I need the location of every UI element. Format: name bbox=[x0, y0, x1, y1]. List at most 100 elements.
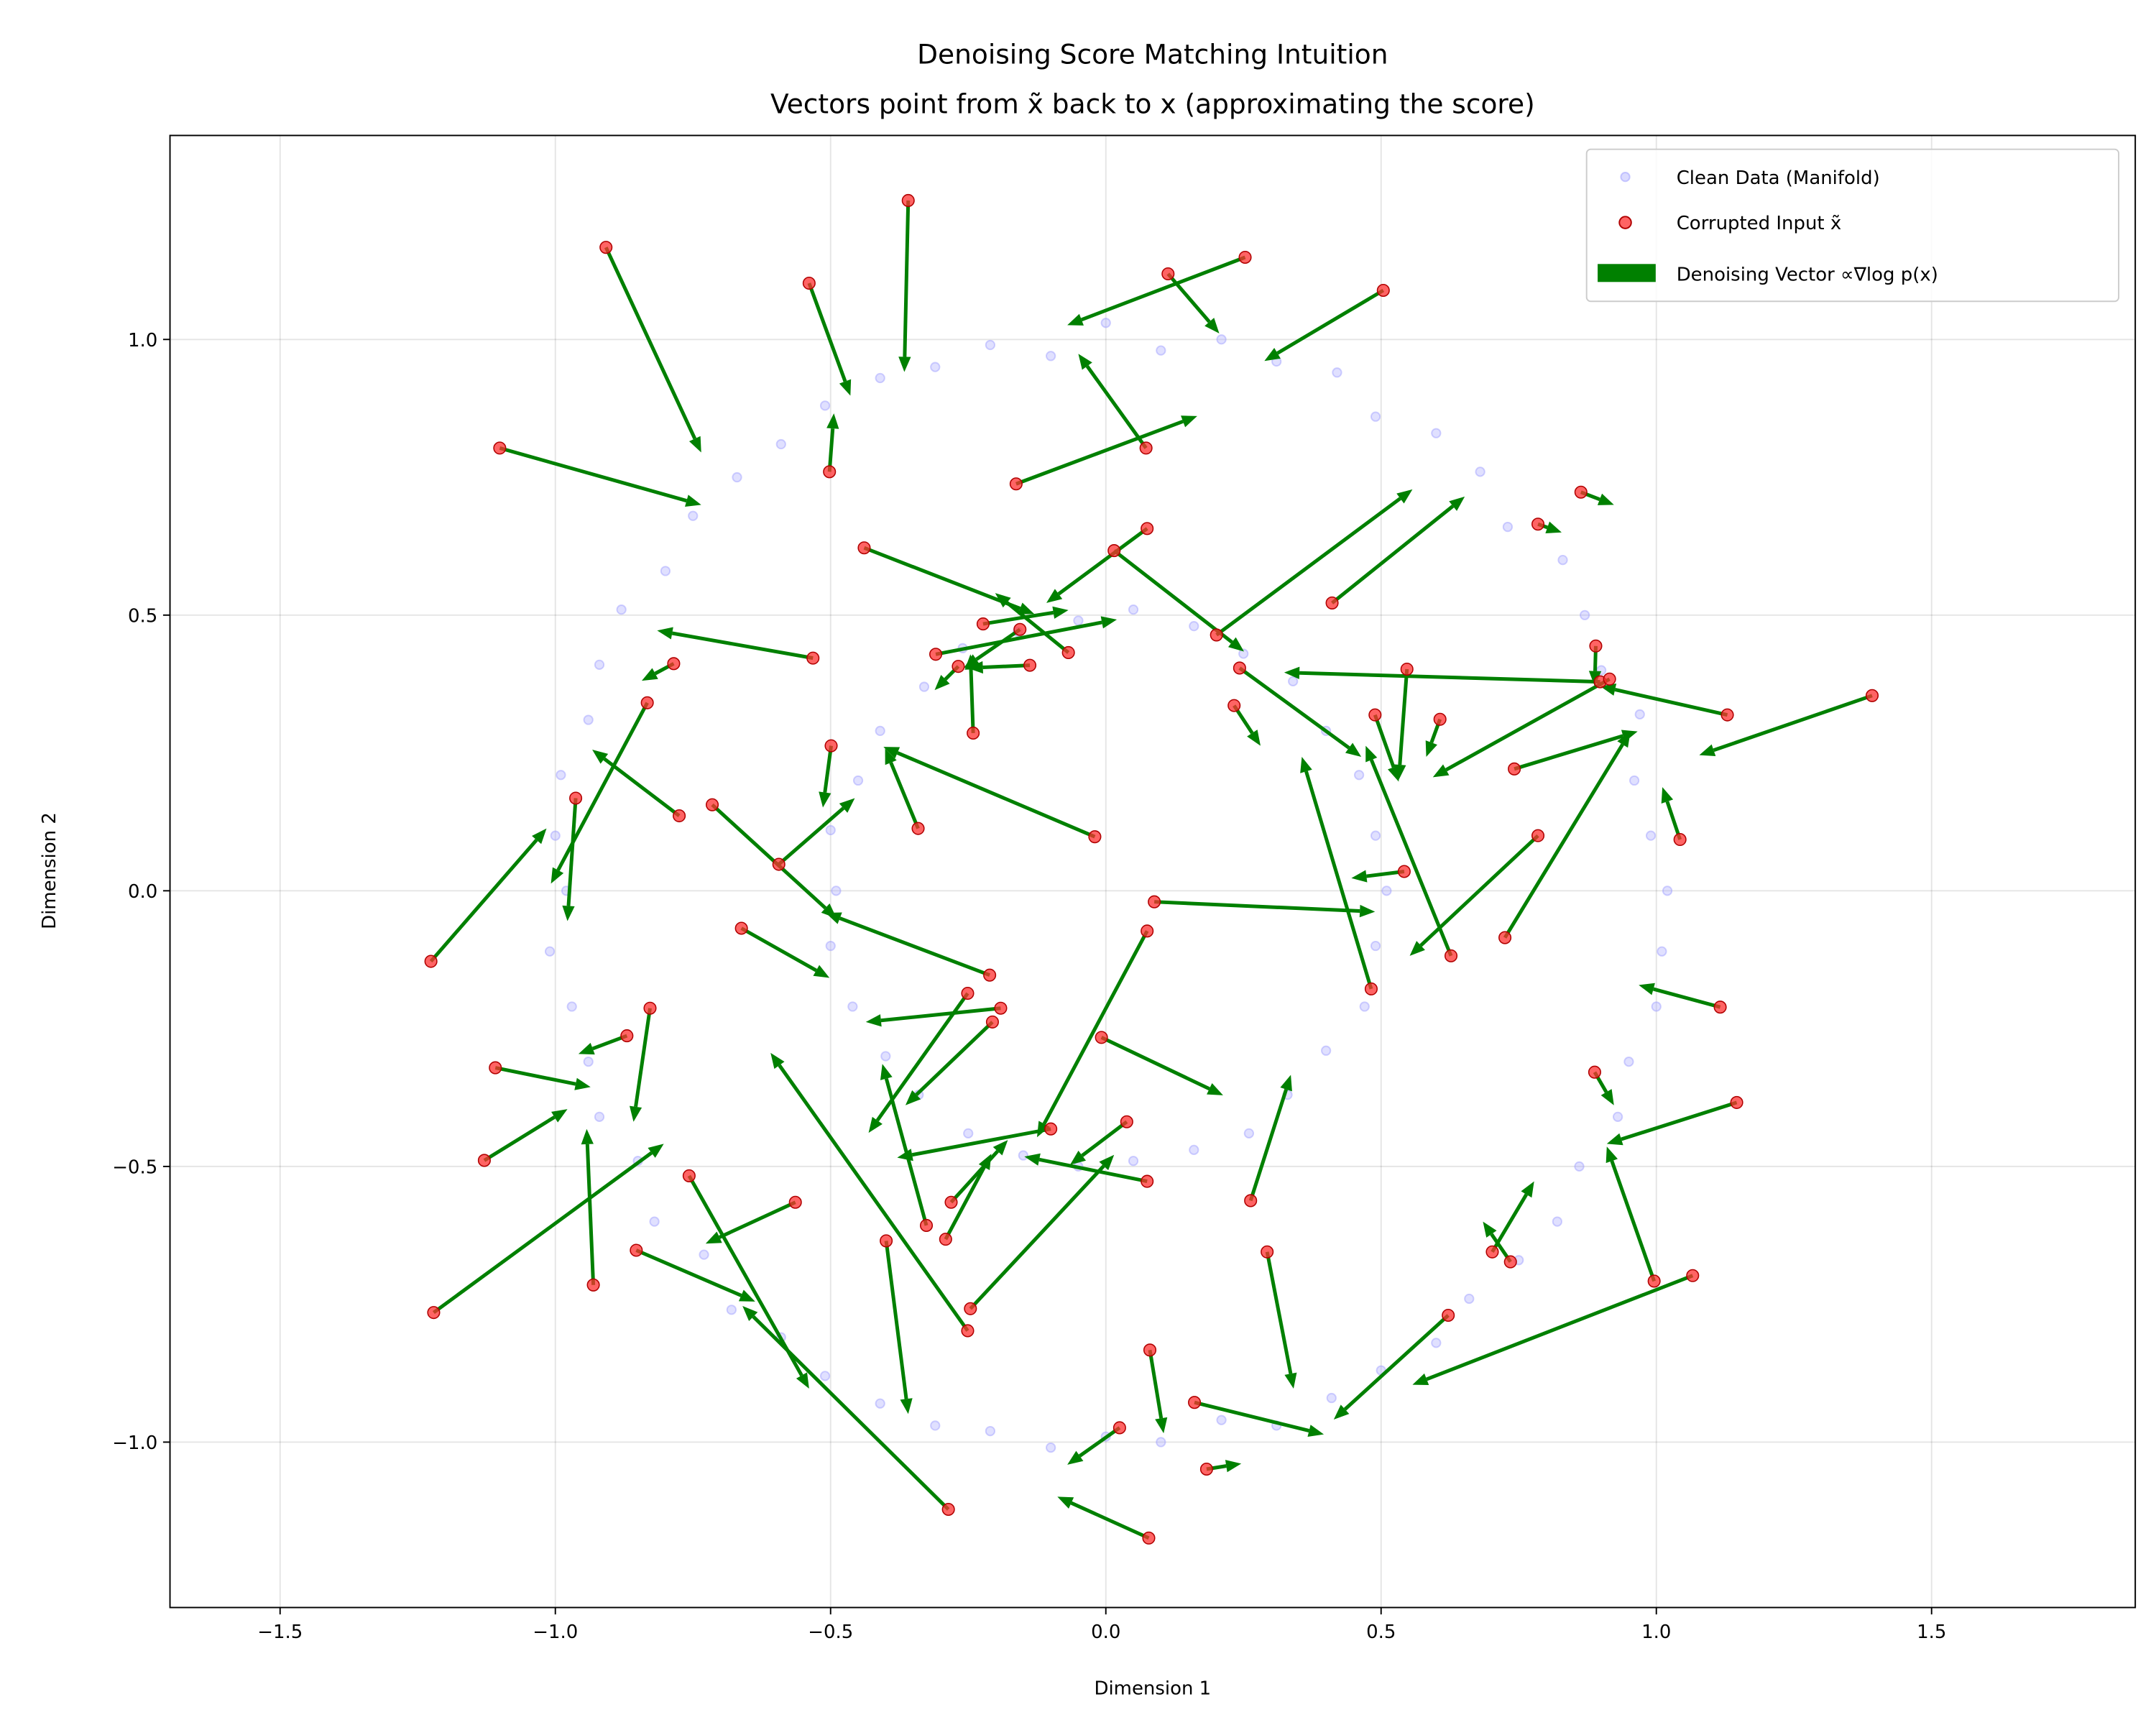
vector-arrowhead bbox=[1207, 1083, 1223, 1095]
clean-point bbox=[649, 1216, 660, 1227]
corrupted-point bbox=[643, 1001, 657, 1015]
vector-arrowhead bbox=[1597, 493, 1614, 505]
vector-arrowhead bbox=[1365, 745, 1378, 763]
legend-corrupted-marker bbox=[1618, 216, 1632, 229]
corrupted-point bbox=[1503, 1255, 1517, 1269]
corrupted-point bbox=[493, 441, 507, 455]
clean-point bbox=[1189, 1144, 1199, 1155]
denoising-vector bbox=[889, 762, 920, 829]
denoising-vector bbox=[604, 247, 697, 440]
clean-point bbox=[1046, 1442, 1056, 1453]
clean-point bbox=[1189, 621, 1199, 632]
clean-point bbox=[1370, 830, 1381, 841]
clean-point bbox=[1645, 830, 1657, 841]
denoising-vector bbox=[884, 1241, 908, 1399]
corrupted-point bbox=[1865, 689, 1879, 702]
corrupted-point bbox=[1444, 949, 1458, 962]
vector-arrowhead bbox=[1181, 415, 1197, 428]
denoising-vector bbox=[1426, 1274, 1694, 1381]
clean-point bbox=[1623, 1057, 1634, 1067]
denoising-vector bbox=[499, 446, 688, 503]
corrupted-point bbox=[1531, 829, 1545, 842]
vector-arrowhead bbox=[880, 1064, 893, 1080]
clean-point bbox=[688, 510, 699, 521]
denoising-vector bbox=[915, 1021, 994, 1096]
clean-point bbox=[1431, 1338, 1442, 1348]
clean-point bbox=[875, 372, 885, 384]
corrupted-point bbox=[1238, 250, 1252, 264]
vector-arrowhead bbox=[1621, 730, 1638, 742]
corrupted-point bbox=[961, 986, 975, 1000]
clean-point bbox=[556, 770, 566, 781]
clean-point bbox=[1018, 1150, 1028, 1161]
vector-arrowhead bbox=[685, 494, 701, 507]
corrupted-point bbox=[1188, 1396, 1202, 1409]
corrupted-point bbox=[1325, 596, 1339, 610]
vector-arrowhead bbox=[1606, 1146, 1618, 1164]
corrupted-point bbox=[967, 726, 980, 740]
legend-vector-marker bbox=[1598, 264, 1656, 282]
corrupted-point bbox=[1376, 283, 1390, 298]
corrupted-point bbox=[985, 1015, 999, 1029]
vector-arrowhead bbox=[1247, 730, 1261, 746]
chart-title: Denoising Score Matching Intuition bbox=[917, 38, 1388, 70]
vector-arrowhead bbox=[1359, 904, 1376, 918]
vector-arrowhead bbox=[1204, 318, 1220, 334]
denoising-vector bbox=[1665, 801, 1682, 840]
corrupted-point bbox=[427, 1306, 441, 1320]
vector-arrowhead bbox=[839, 379, 852, 396]
clean-point bbox=[930, 362, 941, 372]
vector-arrowhead bbox=[813, 965, 830, 978]
clean-point bbox=[1216, 334, 1227, 345]
denoising-vector bbox=[1100, 1036, 1210, 1091]
legend-vector-label: Denoising Vector ∝∇log p(x) bbox=[1677, 264, 1938, 285]
vector-arrowhead bbox=[1388, 765, 1400, 782]
vector-arrowhead bbox=[1225, 1460, 1242, 1473]
clean-point bbox=[1574, 1161, 1585, 1172]
clean-point bbox=[1464, 1293, 1475, 1305]
corrupted-point bbox=[929, 648, 943, 661]
corrupted-point bbox=[477, 1154, 491, 1167]
corrupted-point bbox=[1061, 645, 1075, 660]
vector-arrowhead bbox=[1412, 1373, 1429, 1386]
corrupted-point bbox=[640, 696, 654, 709]
corrupted-point bbox=[1023, 658, 1037, 672]
corrupted-point bbox=[734, 921, 748, 935]
corrupted-point bbox=[1112, 1421, 1126, 1435]
denoising-vector bbox=[778, 806, 845, 866]
vector-arrowhead bbox=[1600, 1089, 1614, 1105]
clean-point bbox=[1238, 648, 1249, 659]
corrupted-point bbox=[1368, 708, 1382, 722]
clean-point bbox=[1353, 770, 1365, 781]
denoising-vector bbox=[1038, 1157, 1148, 1184]
denoising-vector bbox=[1112, 549, 1233, 644]
denoising-vector bbox=[949, 1150, 999, 1204]
legend: Clean Data (Manifold) Corrupted Input x̃… bbox=[1585, 148, 2120, 303]
vector-arrowhead bbox=[978, 1154, 992, 1170]
clean-point bbox=[1557, 554, 1568, 566]
denoising-vector bbox=[1015, 419, 1184, 486]
clean-point bbox=[1046, 351, 1056, 362]
vector-arrowhead bbox=[1307, 1425, 1325, 1438]
clean-point bbox=[1216, 1414, 1227, 1425]
denoising-vector bbox=[483, 1116, 556, 1162]
legend-clean-label: Clean Data (Manifold) bbox=[1677, 167, 1880, 189]
corrupted-point bbox=[682, 1169, 696, 1182]
denoising-vector bbox=[969, 1164, 1105, 1310]
vector-arrowhead bbox=[1521, 1181, 1534, 1198]
denoising-vector bbox=[1042, 930, 1149, 1125]
denoising-vector bbox=[823, 745, 833, 793]
denoising-vector bbox=[1369, 759, 1453, 957]
x-axis-label: Dimension 1 bbox=[1094, 1678, 1211, 1700]
corrupted-point bbox=[1531, 518, 1545, 531]
vector-arrowhead bbox=[905, 1090, 921, 1105]
corrupted-point bbox=[1400, 662, 1414, 676]
clean-point bbox=[1332, 367, 1342, 378]
denoising-vector bbox=[1621, 1100, 1738, 1141]
corrupted-point bbox=[1673, 832, 1687, 847]
corrupted-point bbox=[1199, 1462, 1213, 1476]
corrupted-point bbox=[1508, 762, 1521, 776]
vector-arrowhead bbox=[742, 1305, 758, 1321]
y-tick-label: −1.0 bbox=[112, 1432, 157, 1454]
denoising-vector bbox=[1514, 734, 1624, 771]
